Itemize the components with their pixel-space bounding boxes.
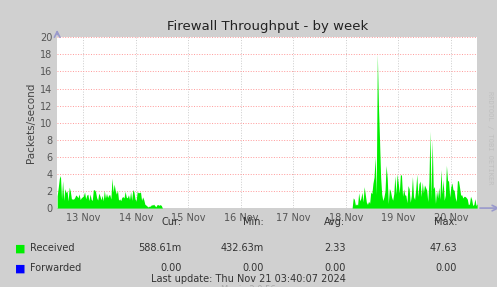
Text: ■: ■ <box>15 243 25 253</box>
Text: 2.33: 2.33 <box>324 243 345 253</box>
Title: Firewall Throughput - by week: Firewall Throughput - by week <box>166 20 368 33</box>
Text: Min:: Min: <box>243 217 263 227</box>
Text: Forwarded: Forwarded <box>30 263 81 273</box>
Text: 47.63: 47.63 <box>429 243 457 253</box>
Text: 0.00: 0.00 <box>324 263 345 273</box>
Text: Avg:: Avg: <box>324 217 345 227</box>
Text: 588.61m: 588.61m <box>138 243 181 253</box>
Text: RRDTOOL / TOBI OETIKER: RRDTOOL / TOBI OETIKER <box>487 91 493 185</box>
Text: Munin 2.0.56: Munin 2.0.56 <box>221 285 276 287</box>
Text: Max:: Max: <box>434 217 457 227</box>
Text: Received: Received <box>30 243 75 253</box>
Text: 0.00: 0.00 <box>160 263 181 273</box>
Text: ■: ■ <box>15 263 25 273</box>
Text: 0.00: 0.00 <box>242 263 263 273</box>
Text: Last update: Thu Nov 21 03:40:07 2024: Last update: Thu Nov 21 03:40:07 2024 <box>151 274 346 284</box>
Y-axis label: Packets/second: Packets/second <box>26 82 36 163</box>
Text: 432.63m: 432.63m <box>220 243 263 253</box>
Text: 0.00: 0.00 <box>436 263 457 273</box>
Text: Cur:: Cur: <box>162 217 181 227</box>
